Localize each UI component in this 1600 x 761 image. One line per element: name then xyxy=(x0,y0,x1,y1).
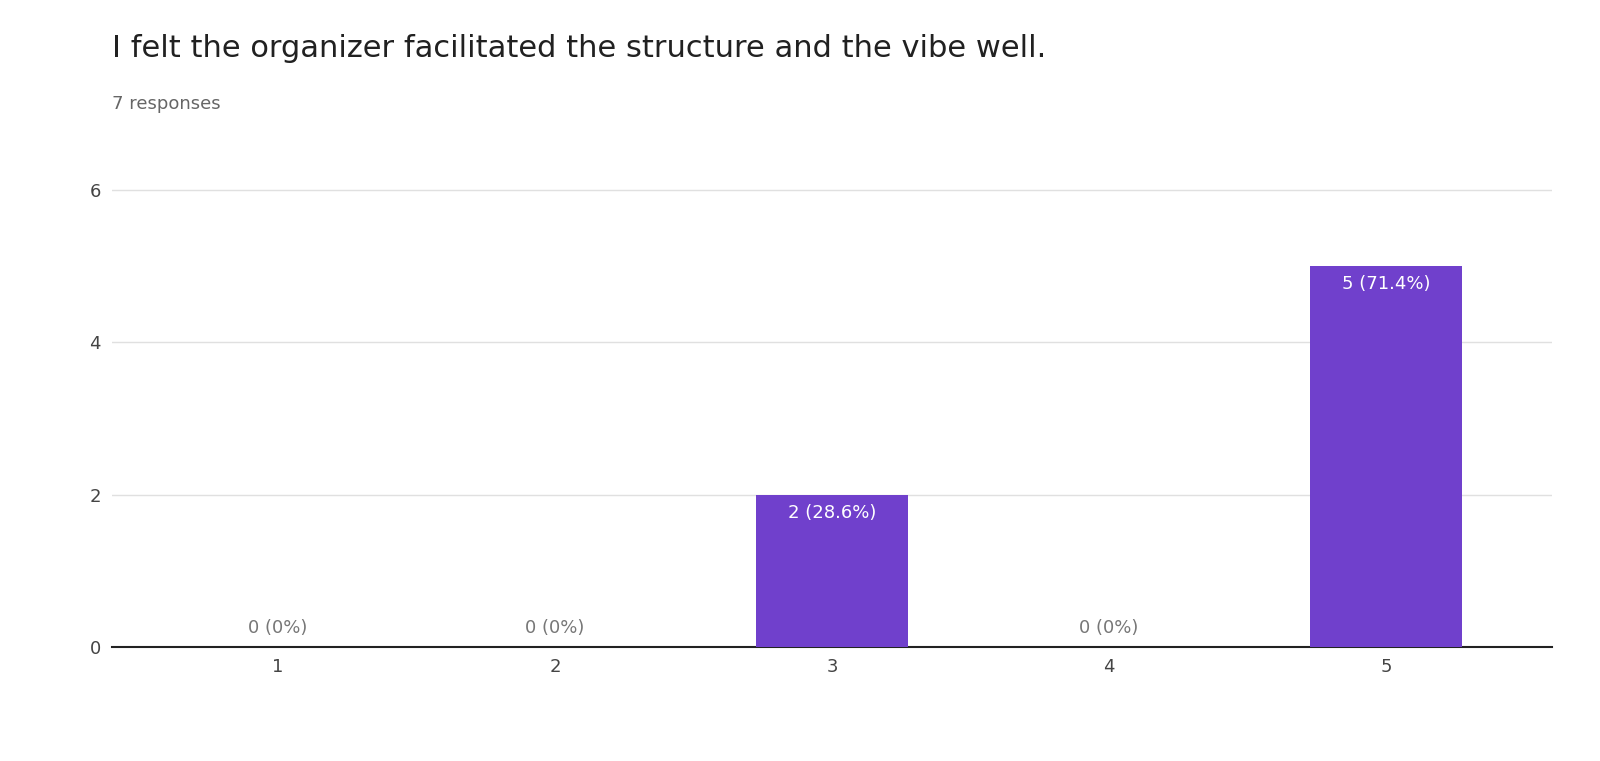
Text: 5 (71.4%): 5 (71.4%) xyxy=(1341,275,1430,294)
Bar xyxy=(755,495,909,647)
Text: I felt the organizer facilitated the structure and the vibe well.: I felt the organizer facilitated the str… xyxy=(112,34,1046,63)
Text: 0 (0%): 0 (0%) xyxy=(248,619,307,637)
Bar xyxy=(1310,266,1462,647)
Text: 0 (0%): 0 (0%) xyxy=(525,619,584,637)
Text: 7 responses: 7 responses xyxy=(112,95,221,113)
Text: 2 (28.6%): 2 (28.6%) xyxy=(787,504,877,522)
Text: 0 (0%): 0 (0%) xyxy=(1080,619,1139,637)
